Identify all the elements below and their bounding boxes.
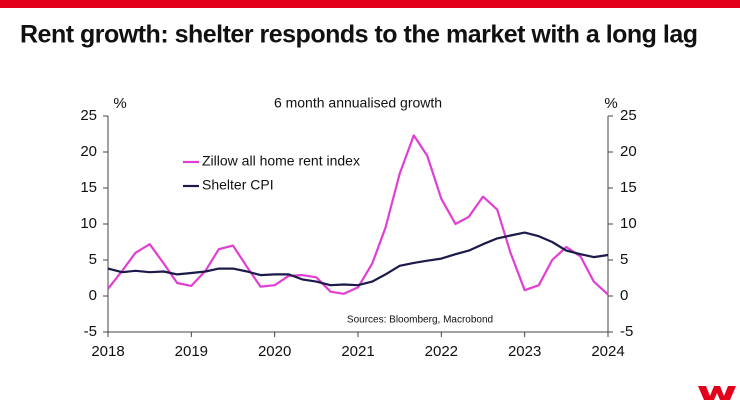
- legend-label: Shelter CPI: [202, 177, 274, 193]
- y-tick-label: 20: [80, 143, 97, 160]
- series-line: [107, 231, 609, 287]
- y-tick-label: -5: [84, 323, 97, 340]
- series-line: [107, 134, 609, 296]
- x-tick-label: 2020: [258, 343, 291, 360]
- y2-axis-label: %: [604, 95, 617, 112]
- chart-title: Rent growth: shelter responds to the mar…: [20, 21, 698, 49]
- legend-label: Zillow all home rent index: [202, 153, 360, 169]
- y2-tick-label: 5: [620, 251, 628, 268]
- logo: [698, 386, 736, 400]
- y2-tick-label: 15: [620, 179, 637, 196]
- y-tick-label: 15: [80, 179, 97, 196]
- y-tick-label: 0: [89, 287, 97, 304]
- source-note: Sources: Bloomberg, Macrobond: [347, 315, 493, 326]
- x-tick-label: 2022: [425, 343, 458, 360]
- y-tick-label: 5: [89, 251, 97, 268]
- x-tick-label: 2024: [591, 343, 624, 360]
- y2-tick-label: 25: [620, 107, 637, 124]
- y2-tick-label: 0: [620, 287, 628, 304]
- y2-tick-label: -5: [620, 323, 633, 340]
- y2-tick-label: 10: [620, 215, 637, 232]
- chart-subtitle: 6 month annualised growth: [274, 95, 442, 111]
- top-bar: [0, 0, 740, 8]
- y-tick-label: 25: [80, 107, 97, 124]
- x-tick-label: 2018: [91, 343, 124, 360]
- x-tick-label: 2019: [175, 343, 208, 360]
- x-tick-label: 2023: [508, 343, 541, 360]
- y-axis-label: %: [113, 95, 126, 112]
- x-tick-label: 2021: [341, 343, 374, 360]
- y2-tick-label: 20: [620, 143, 637, 160]
- y-tick-label: 10: [80, 215, 97, 232]
